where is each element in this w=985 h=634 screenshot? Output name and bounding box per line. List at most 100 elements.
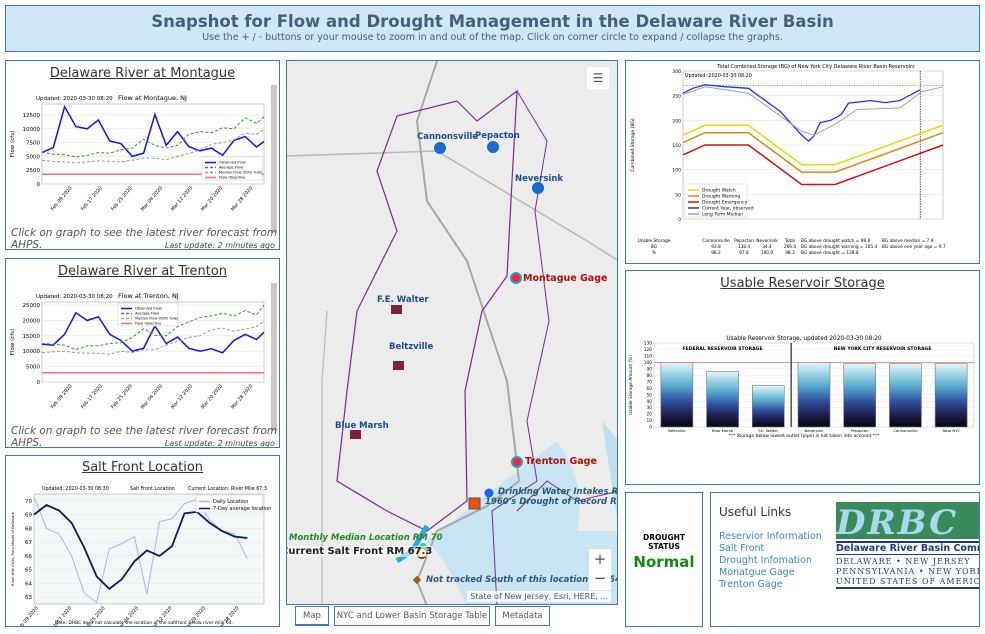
page-subtitle: Use the + / - buttons or your mouse to z… <box>202 32 783 43</box>
map-label-beltzville[interactable]: Beltzville <box>389 342 434 352</box>
legend-label: Flow Objective <box>135 322 162 326</box>
map-label-cannonsville[interactable]: Cannonsville <box>417 132 479 142</box>
tab-metadata[interactable]: Metadata <box>495 606 550 626</box>
usable-storage-chart[interactable]: Usable Reservoir Storage, updated 2020-0… <box>626 331 979 446</box>
legend-box <box>201 156 263 181</box>
y-tick-label: 120 <box>644 347 652 353</box>
map-label-neversink[interactable]: Neversink <box>515 174 564 184</box>
montague-gage-marker <box>510 272 522 284</box>
zoom-in-button[interactable]: + <box>589 549 611 571</box>
y-tick-label: 7500 <box>26 141 40 147</box>
x-tick-label: Feb 09 2020 <box>16 605 40 626</box>
chart-title: Flow at Montague, NJ <box>118 94 187 102</box>
link-item[interactable]: Drought Infomation <box>719 555 812 566</box>
storage-note: BG above one year ago = 9.7 <box>882 244 946 250</box>
scrollbar[interactable] <box>271 283 277 431</box>
trenton-last-update: Last update: 2 minutes ago <box>164 439 275 448</box>
link-item[interactable]: Reservior Information <box>719 531 822 542</box>
y-tick-label: 0 <box>37 182 41 188</box>
legend-label: Observed Flow <box>135 307 162 311</box>
y-axis-label: Usable Storage Amount (%) <box>628 355 634 415</box>
table-cell: 266.0 <box>784 244 797 250</box>
links-list: Reservior Information Salt Front Drought I… <box>719 531 822 591</box>
legend-label: 7-Day average location <box>213 506 271 512</box>
y-tick-label: 25000 <box>23 303 41 309</box>
table-cell: 98.3 <box>785 250 795 256</box>
tab-map[interactable]: Map <box>295 606 329 626</box>
table-header: Total <box>784 238 795 244</box>
map-label-blue-marsh[interactable]: Blue Marsh <box>335 421 389 431</box>
map-canvas[interactable] <box>287 61 618 605</box>
x-tick-label: Feb 17 2020 <box>80 383 104 410</box>
chart-title: Total Combined Storage (BG) of New York … <box>716 64 915 70</box>
intake-marker <box>484 488 494 498</box>
x-tick-label: Mar 12 2020 <box>170 383 194 410</box>
map-label-trenton-gage[interactable]: Trenton Gage <box>525 456 597 467</box>
table-cell: 100.0 <box>761 250 774 256</box>
tab-storage-table[interactable]: NYC and Lower Basin Storage Table <box>334 606 490 626</box>
map-label-montague-gage[interactable]: Montague Gage <box>523 273 608 284</box>
x-tick-label: Mar 20 2020 <box>200 383 224 410</box>
trenton-caption: Click on graph to see the latest river f… <box>11 425 278 448</box>
map-label-pepacton[interactable]: Pepacton <box>475 131 520 141</box>
series-line-7-day-average-location <box>33 503 248 591</box>
map-label-fe-walter[interactable]: F.E. Walter <box>377 295 429 305</box>
list-icon[interactable]: ☰ <box>587 67 609 89</box>
y-tick-label: 40 <box>647 399 653 405</box>
y-tick-label: 15000 <box>23 334 41 340</box>
series-line-long-term-median <box>682 86 944 136</box>
x-tick-label: Mar 12 2020 <box>170 185 194 212</box>
legend-label: Median Flow (50th %ile) <box>219 171 263 175</box>
table-cell: 138.4 <box>738 244 751 250</box>
x-tick-label: Beltzville <box>668 428 686 433</box>
scrollbar[interactable] <box>271 85 277 233</box>
x-tick-label: F.E. Walter <box>758 428 778 433</box>
x-tick-label: Mar 28 2020 <box>230 185 254 212</box>
usable-storage-panel: Usable Reservoir Storage Usable Reservoi… <box>625 270 980 485</box>
x-tick-label: Cannonsville <box>893 428 918 433</box>
drought-record-marker <box>468 497 481 510</box>
usable-storage-title: Usable Reservoir Storage <box>720 276 885 291</box>
y-tick-label: 150 <box>672 143 681 149</box>
x-tick-label: Neversink <box>805 428 825 433</box>
bar-cannonsville <box>889 363 922 428</box>
y-tick-label: 20 <box>647 412 653 418</box>
y-tick-label: 50 <box>675 192 681 198</box>
y-tick-label: 100 <box>672 168 681 174</box>
combined-storage-chart[interactable]: 0 50 100 150 200 250 300 Combined Storage (BG) D… <box>626 61 979 263</box>
x-tick-label: Feb 17 2020 <box>80 185 104 212</box>
map-label-salt-front: Current Salt Front RM 67.3 <box>287 546 433 557</box>
bar-blue-marsh <box>706 371 739 428</box>
link-item[interactable]: Monatgue Gage <box>719 567 795 578</box>
trenton-title: Delaware River at Trenton <box>58 264 227 279</box>
x-tick-label: Feb 09 2020 <box>50 185 74 212</box>
y-tick-label: 110 <box>644 354 652 360</box>
y-tick-label: 12500 <box>23 113 41 119</box>
legend-label: Drought Warning <box>702 194 740 200</box>
bar-pepacton <box>843 363 877 428</box>
series-line-drought-emergency <box>682 144 944 186</box>
table-header: Usable Storage <box>638 238 671 244</box>
zoom-out-button[interactable]: − <box>589 568 611 590</box>
x-tick-label: Mar 20 2020 <box>200 185 224 212</box>
link-item[interactable]: Trenton Gage <box>719 579 783 590</box>
group-label: FEDERAL RESERVOIR STORAGE <box>683 346 763 352</box>
link-item[interactable]: Salt Front <box>719 543 765 554</box>
chart-note: *** Storage below lowest outlet (pipe) i… <box>728 433 880 439</box>
trenton-panel: Delaware River at Trenton 0 5000 10000 1500… <box>5 258 280 448</box>
chart-updated: Updated: 2020-03-30 08:30 <box>42 486 109 492</box>
legend-label: Drought Watch <box>702 188 736 194</box>
x-tick-label: Feb 09 2020 <box>50 383 74 410</box>
bar-beltzville <box>660 362 694 428</box>
header-banner: Snapshot for Flow and Drought Management… <box>5 5 980 52</box>
x-tick-label: Mar 28 2020 <box>230 383 254 410</box>
map-attribution: State of New Jersey, Esri, HERE, ... <box>467 591 611 602</box>
y-tick-label: 200 <box>672 118 681 124</box>
montague-flow-chart[interactable]: 0 2500 5000 7500 10000 12500 Feb 09 2020 Feb 17… <box>6 91 274 231</box>
chart-note: Note: DRBC does not calculate the locati… <box>55 620 233 626</box>
y-tick-label: 67 <box>25 540 32 546</box>
map-view[interactable]: ☰ Cannonsville Pepacton Neversink Montag… <box>286 60 618 605</box>
storage-note: BG above drought warning = 105.4 <box>801 244 877 250</box>
